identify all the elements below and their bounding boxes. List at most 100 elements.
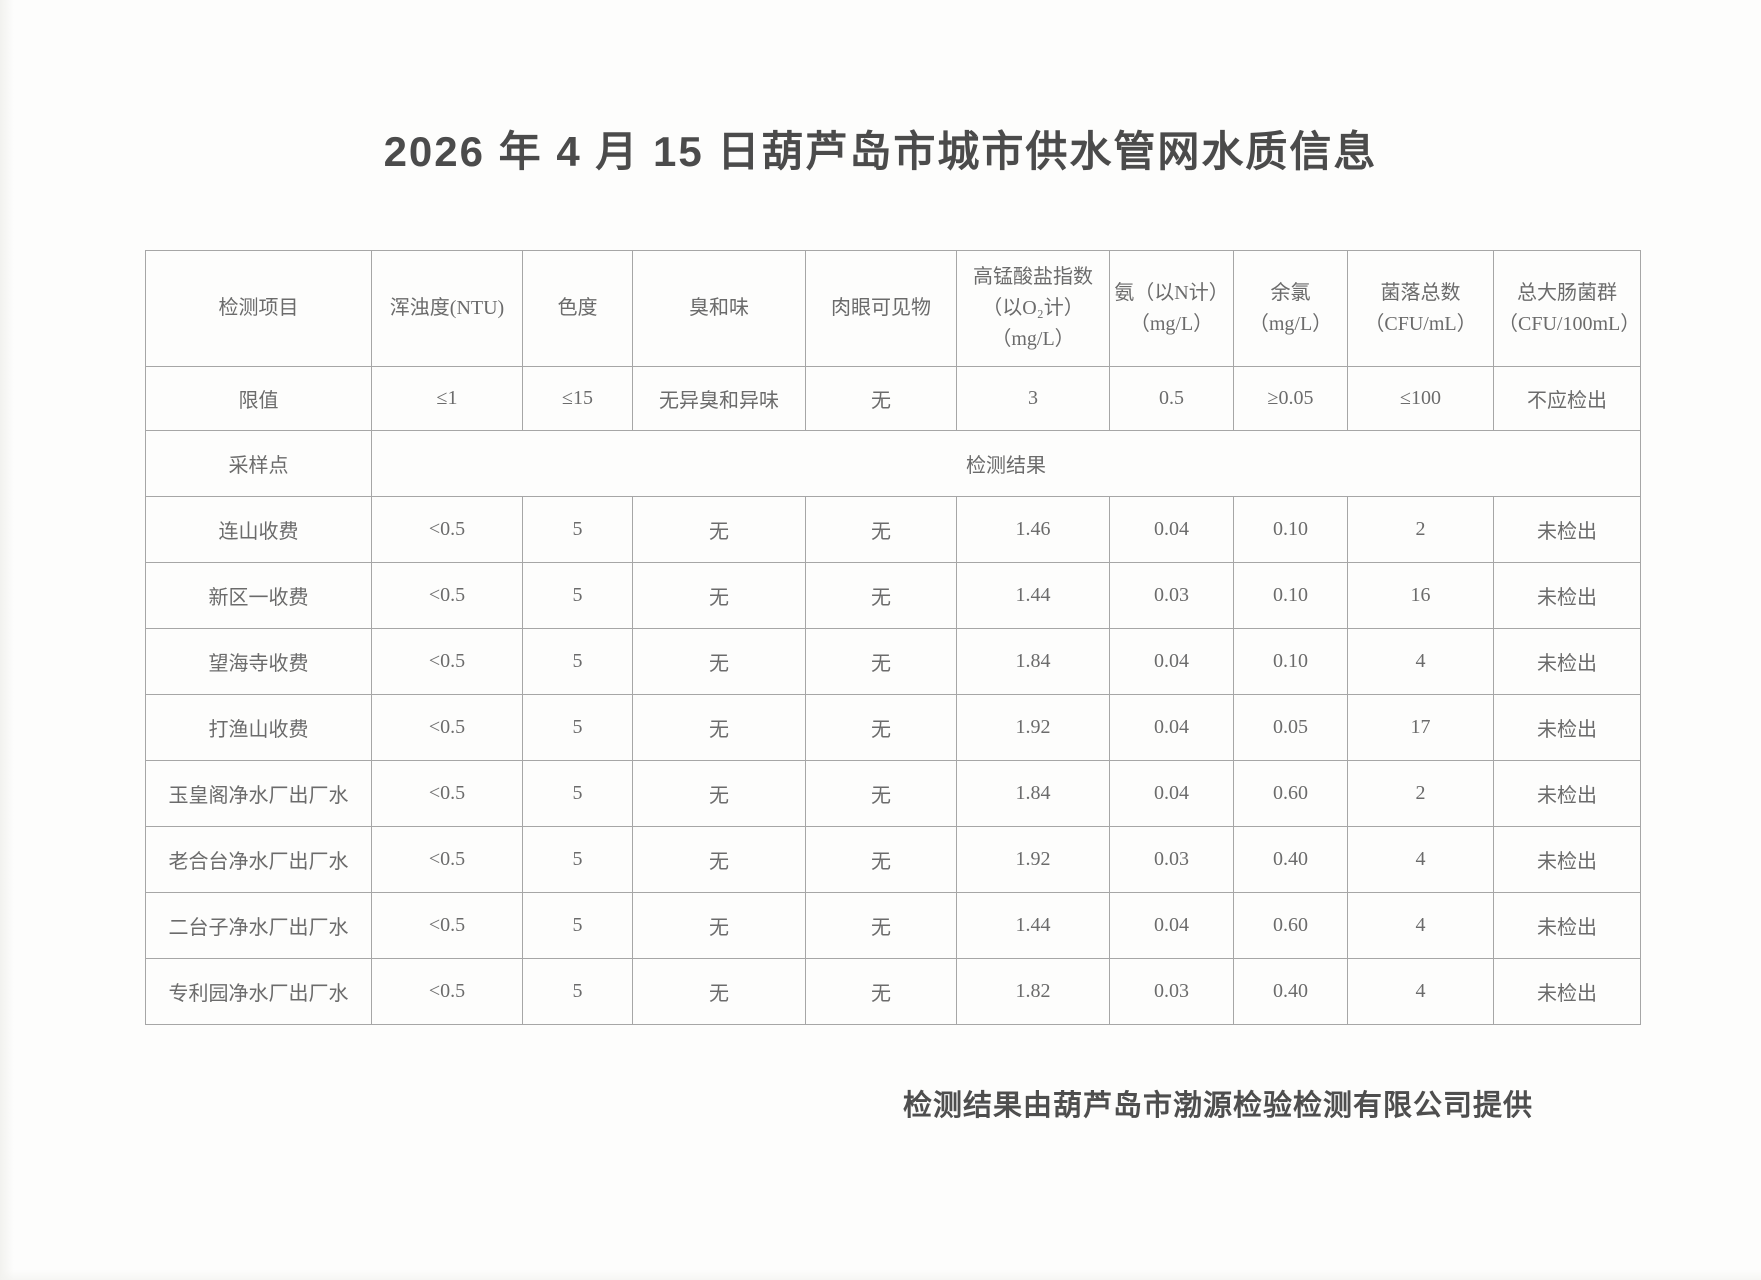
table-row: 二台子净水厂出厂水 <0.5 5 无 无 1.44 0.04 0.60 4 未检… (145, 892, 1641, 959)
value-cell: 无 (805, 826, 957, 893)
header-cell-residual-chlorine: 余氯 （mg/L） (1233, 250, 1348, 367)
value-cell: 4 (1347, 628, 1494, 695)
value-cell: 0.40 (1233, 958, 1348, 1025)
value-cell: 无 (632, 496, 806, 563)
value-cell: 无 (805, 892, 957, 959)
header-line: （mg/L） (991, 328, 1075, 350)
value-cell: 0.04 (1109, 760, 1234, 827)
value-cell: 未检出 (1493, 496, 1641, 563)
value-cell: 0.04 (1109, 628, 1234, 695)
value-cell: 0.10 (1233, 496, 1348, 563)
value-cell: 未检出 (1493, 760, 1641, 827)
table-header-row: 检测项目 浑浊度(NTU) 色度 臭和味 肉眼可见物 高锰酸盐指数 （以O₂计） (145, 250, 1641, 367)
value-cell: 16 (1347, 562, 1494, 629)
result-section-label: 检测结果 (371, 430, 1641, 497)
value-cell: 0.04 (1109, 496, 1234, 563)
limit-value-cell: 无异臭和异味 (632, 366, 806, 431)
value-cell: 无 (805, 694, 957, 761)
value-cell: 无 (805, 760, 957, 827)
value-cell: 5 (522, 760, 633, 827)
value-cell: 1.46 (956, 496, 1110, 563)
site-cell: 老合台净水厂出厂水 (145, 826, 372, 893)
value-cell: 5 (522, 826, 633, 893)
value-cell: 1.84 (956, 760, 1110, 827)
site-cell: 望海寺收费 (145, 628, 372, 695)
table-row: 打渔山收费 <0.5 5 无 无 1.92 0.04 0.05 17 未检出 (145, 694, 1641, 761)
table-row: 玉皇阁净水厂出厂水 <0.5 5 无 无 1.84 0.04 0.60 2 未检… (145, 760, 1641, 827)
value-cell: 0.05 (1233, 694, 1348, 761)
header-line: 检测项目 (218, 297, 299, 319)
header-line: （CFU/100mL） (1498, 312, 1641, 335)
value-cell: 0.04 (1109, 892, 1234, 959)
header-line: （以O₂计） (982, 297, 1084, 319)
value-cell: 0.10 (1233, 628, 1348, 695)
value-cell: <0.5 (371, 892, 523, 959)
value-cell: 无 (632, 892, 806, 959)
value-cell: 1.44 (956, 892, 1110, 959)
limit-row-label: 限值 (145, 366, 372, 431)
value-cell: 17 (1347, 694, 1494, 761)
table-row: 专利园净水厂出厂水 <0.5 5 无 无 1.82 0.03 0.40 4 未检… (145, 958, 1641, 1025)
value-cell: 5 (522, 562, 633, 629)
header-line: 氨（以N计） (1114, 281, 1229, 304)
value-cell: 5 (522, 496, 633, 563)
limit-value-cell: 0.5 (1109, 366, 1234, 431)
value-cell: <0.5 (371, 628, 523, 695)
header-line: 高锰酸盐指数 (973, 266, 1093, 288)
table-row: 新区一收费 <0.5 5 无 无 1.44 0.03 0.10 16 未检出 (145, 562, 1641, 629)
limit-row: 限值 ≤1 ≤15 无异臭和异味 无 3 0.5 ≥0.05 ≤100 不应检出 (145, 366, 1641, 431)
table-row: 连山收费 <0.5 5 无 无 1.46 0.04 0.10 2 未检出 (145, 496, 1641, 563)
value-cell: 0.03 (1109, 958, 1234, 1025)
limit-value-cell: ≤100 (1347, 366, 1494, 431)
header-line: 浑浊度(NTU) (389, 297, 505, 319)
value-cell: 未检出 (1493, 826, 1641, 893)
value-cell: 未检出 (1493, 628, 1641, 695)
value-cell: <0.5 (371, 694, 523, 761)
value-cell: 0.60 (1233, 892, 1348, 959)
value-cell: 0.04 (1109, 694, 1234, 761)
value-cell: 0.40 (1233, 826, 1348, 893)
header-line: （mg/L） (1248, 312, 1333, 335)
limit-value-cell: 不应检出 (1493, 366, 1641, 431)
table-row: 老合台净水厂出厂水 <0.5 5 无 无 1.92 0.03 0.40 4 未检… (145, 826, 1641, 893)
header-cell-turbidity: 浑浊度(NTU) (371, 250, 523, 367)
limit-value-cell: 无 (805, 366, 957, 431)
value-cell: 0.60 (1233, 760, 1348, 827)
value-cell: <0.5 (371, 826, 523, 893)
limit-value-cell: 3 (956, 366, 1110, 431)
header-line: 菌落总数 (1380, 281, 1461, 304)
table-row: 望海寺收费 <0.5 5 无 无 1.84 0.04 0.10 4 未检出 (145, 628, 1641, 695)
value-cell: 无 (632, 562, 806, 629)
value-cell: 无 (632, 826, 806, 893)
value-cell: 2 (1347, 760, 1494, 827)
header-line: 色度 (557, 297, 598, 319)
header-cell-coliform: 总大肠菌群 （CFU/100mL） (1493, 250, 1641, 367)
limit-value-cell: ≥0.05 (1233, 366, 1348, 431)
header-line: （mg/L） (1129, 312, 1214, 335)
value-cell: 5 (522, 628, 633, 695)
header-cell-visible-matter: 肉眼可见物 (805, 250, 957, 367)
value-cell: 5 (522, 694, 633, 761)
header-cell-ammonia: 氨（以N计） （mg/L） (1109, 250, 1234, 367)
site-cell: 打渔山收费 (145, 694, 372, 761)
value-cell: 4 (1347, 826, 1494, 893)
header-line: 肉眼可见物 (831, 297, 931, 319)
value-cell: 无 (632, 694, 806, 761)
value-cell: 1.92 (956, 694, 1110, 761)
sample-point-label: 采样点 (145, 430, 372, 497)
water-quality-table: 检测项目 浑浊度(NTU) 色度 臭和味 肉眼可见物 高锰酸盐指数 （以O₂计） (145, 250, 1641, 1025)
site-cell: 玉皇阁净水厂出厂水 (145, 760, 372, 827)
limit-value-cell: ≤1 (371, 366, 523, 431)
value-cell: 1.92 (956, 826, 1110, 893)
value-cell: 无 (632, 958, 806, 1025)
value-cell: <0.5 (371, 496, 523, 563)
value-cell: 5 (522, 892, 633, 959)
sample-point-row: 采样点 检测结果 (145, 430, 1641, 497)
value-cell: <0.5 (371, 562, 523, 629)
value-cell: 未检出 (1493, 958, 1641, 1025)
header-line: 总大肠菌群 (1517, 281, 1617, 304)
value-cell: 无 (805, 496, 957, 563)
header-line: （CFU/mL） (1364, 312, 1477, 335)
site-cell: 连山收费 (145, 496, 372, 563)
